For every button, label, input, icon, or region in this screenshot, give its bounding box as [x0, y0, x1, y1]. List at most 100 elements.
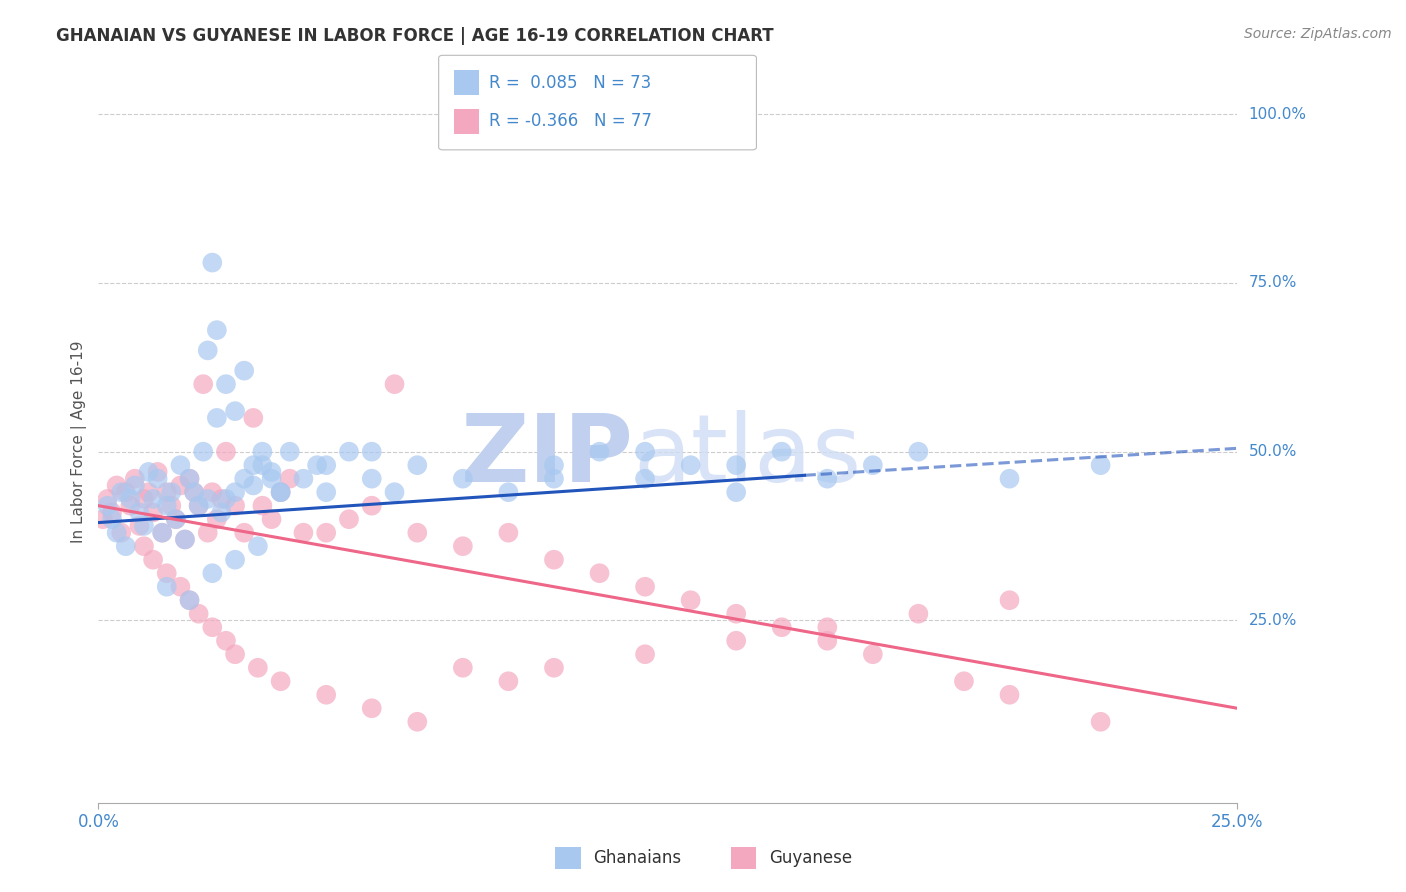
Point: [307, 458, 329, 472]
Text: 25.0%: 25.0%: [1249, 613, 1296, 628]
Point: [360, 499, 382, 513]
Point: [278, 472, 301, 486]
Point: [451, 539, 474, 553]
Point: [205, 411, 228, 425]
Point: [543, 472, 565, 486]
Point: [224, 552, 246, 566]
Point: [197, 343, 219, 358]
Point: [138, 465, 160, 479]
Point: [101, 505, 124, 519]
Point: [193, 444, 215, 458]
Point: [124, 472, 146, 486]
Point: [114, 539, 136, 553]
Text: 75.0%: 75.0%: [1249, 276, 1296, 291]
Point: [360, 472, 382, 486]
Point: [998, 593, 1021, 607]
Point: [242, 478, 264, 492]
Point: [165, 512, 187, 526]
Point: [862, 458, 884, 472]
Point: [197, 491, 219, 506]
Point: [242, 411, 264, 425]
Point: [150, 525, 173, 540]
Text: GHANAIAN VS GUYANESE IN LABOR FORCE | AGE 16-19 CORRELATION CHART: GHANAIAN VS GUYANESE IN LABOR FORCE | AG…: [56, 27, 773, 45]
Point: [209, 491, 232, 506]
Point: [725, 607, 748, 621]
Point: [160, 485, 183, 500]
Point: [142, 552, 165, 566]
Point: [862, 647, 884, 661]
Point: [132, 519, 155, 533]
Point: [183, 485, 205, 500]
Point: [725, 633, 748, 648]
Point: [169, 580, 191, 594]
Point: [174, 533, 197, 547]
Point: [224, 404, 246, 418]
Point: [260, 465, 283, 479]
Point: [160, 499, 183, 513]
Text: R =  0.085   N = 73: R = 0.085 N = 73: [489, 74, 651, 92]
Point: [360, 701, 382, 715]
Text: R = -0.366   N = 77: R = -0.366 N = 77: [489, 112, 652, 130]
Point: [260, 472, 283, 486]
Point: [953, 674, 976, 689]
Point: [315, 525, 337, 540]
Point: [543, 661, 565, 675]
Point: [292, 472, 315, 486]
Point: [252, 458, 274, 472]
Text: 100.0%: 100.0%: [1249, 106, 1306, 121]
Point: [224, 485, 246, 500]
Point: [1090, 458, 1112, 472]
Point: [337, 512, 360, 526]
Point: [179, 472, 201, 486]
Point: [634, 444, 657, 458]
Point: [292, 525, 315, 540]
Point: [179, 593, 201, 607]
Point: [634, 647, 657, 661]
Point: [201, 255, 224, 269]
Point: [174, 533, 197, 547]
Point: [337, 444, 360, 458]
Point: [998, 688, 1021, 702]
Point: [110, 485, 132, 500]
Point: [215, 377, 238, 392]
Point: [165, 512, 187, 526]
Point: [224, 499, 246, 513]
Point: [246, 539, 269, 553]
Point: [96, 499, 118, 513]
Point: [105, 478, 128, 492]
Point: [725, 485, 748, 500]
Text: Source: ZipAtlas.com: Source: ZipAtlas.com: [1244, 27, 1392, 41]
Point: [132, 539, 155, 553]
Point: [156, 566, 179, 581]
Point: [215, 491, 238, 506]
Point: [179, 472, 201, 486]
Point: [128, 519, 150, 533]
Text: atlas: atlas: [634, 410, 862, 502]
Text: Guyanese: Guyanese: [769, 849, 852, 867]
Y-axis label: In Labor Force | Age 16-19: In Labor Force | Age 16-19: [72, 340, 87, 543]
Point: [315, 688, 337, 702]
Point: [384, 377, 406, 392]
Point: [110, 525, 132, 540]
Point: [360, 444, 382, 458]
Point: [815, 620, 838, 634]
Point: [114, 485, 136, 500]
Point: [543, 552, 565, 566]
Point: [543, 458, 565, 472]
Point: [101, 512, 124, 526]
Point: [679, 458, 702, 472]
Point: [201, 620, 224, 634]
Point: [498, 485, 520, 500]
Point: [169, 458, 191, 472]
Text: ZIP: ZIP: [461, 410, 634, 502]
Text: 50.0%: 50.0%: [1249, 444, 1296, 459]
Point: [270, 485, 292, 500]
Text: Ghanaians: Ghanaians: [593, 849, 682, 867]
Point: [406, 714, 429, 729]
Point: [179, 593, 201, 607]
Point: [634, 580, 657, 594]
Point: [183, 485, 205, 500]
Point: [588, 566, 610, 581]
Point: [406, 525, 429, 540]
Point: [205, 512, 228, 526]
